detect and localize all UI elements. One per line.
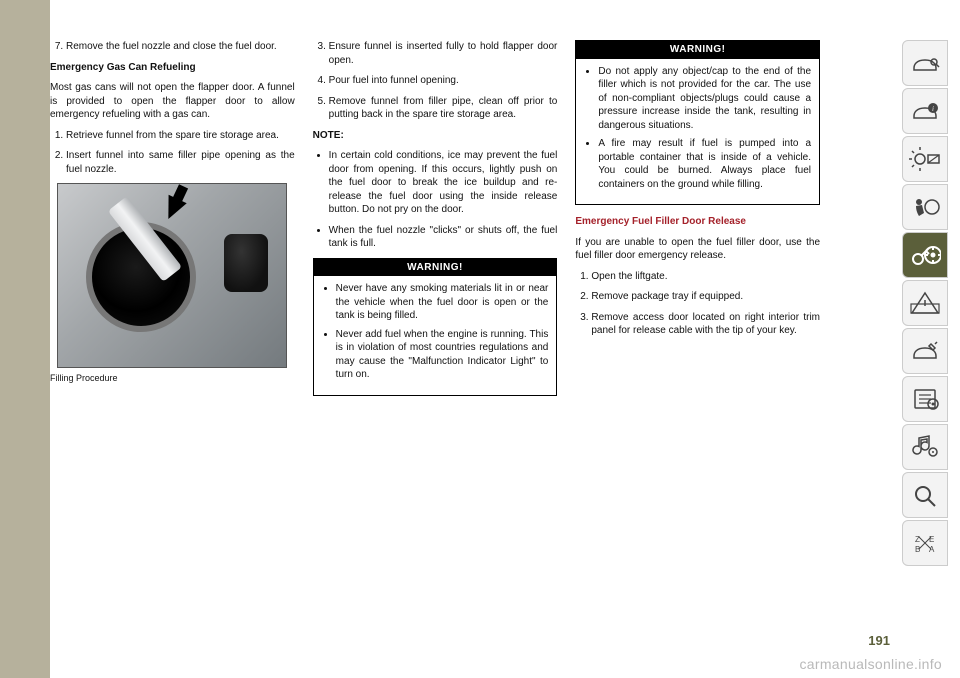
warning-body-1: Never have any smoking materials lit in … xyxy=(314,276,557,395)
section-head-emergency-release: Emergency Fuel Filler Door Release xyxy=(575,215,820,229)
column-2: Ensure funnel is inserted fully to hold … xyxy=(313,40,558,600)
tab-info-icon[interactable]: i xyxy=(902,88,948,134)
watermark-text: carmanualsonline.info xyxy=(800,656,943,672)
column-1: Remove the fuel nozzle and close the fue… xyxy=(50,40,295,600)
svg-text:B: B xyxy=(915,545,920,554)
para-gas-can: Most gas cans will not open the flapper … xyxy=(50,81,295,122)
section-tabs-sidebar: i ZBEA xyxy=(902,40,948,566)
warning2-bullet-2: A fire may result if fuel is pumped into… xyxy=(598,137,811,191)
warning1-bullet-1: Never have any smoking materials lit in … xyxy=(336,282,549,323)
note-bullet-2: When the fuel nozzle "clicks" or shuts o… xyxy=(329,224,558,251)
svg-text:Z: Z xyxy=(915,535,920,544)
tab-search-icon[interactable] xyxy=(902,472,948,518)
para-unable-open: If you are unable to open the fuel fille… xyxy=(575,236,820,263)
tab-media-icon[interactable] xyxy=(902,424,948,470)
filling-procedure-image xyxy=(57,183,287,368)
left-margin-strip xyxy=(0,0,50,678)
svg-text:i: i xyxy=(932,105,934,113)
warning2-bullet-1: Do not apply any object/cap to the end o… xyxy=(598,65,811,133)
image-caption: Filling Procedure xyxy=(50,372,295,384)
svg-text:A: A xyxy=(929,545,935,554)
warning-title-2: WARNING! xyxy=(576,41,819,59)
tab-airbag-icon[interactable] xyxy=(902,184,948,230)
release-step-3: Remove access door located on right inte… xyxy=(591,311,820,338)
page-number: 191 xyxy=(868,633,890,648)
text-columns: Remove the fuel nozzle and close the fue… xyxy=(50,40,820,600)
fuel-cap-graphic xyxy=(224,234,268,292)
column-3: WARNING! Do not apply any object/cap to … xyxy=(575,40,820,600)
step-2-insert-funnel: Insert funnel into same filler pipe open… xyxy=(66,149,295,176)
step-4-pour-fuel: Pour fuel into funnel opening. xyxy=(329,74,558,88)
warning-title-1: WARNING! xyxy=(314,259,557,277)
svg-text:E: E xyxy=(929,535,934,544)
subhead-emergency-refuel: Emergency Gas Can Refueling xyxy=(50,61,295,75)
note-bullet-1: In certain cold conditions, ice may prev… xyxy=(329,149,558,217)
release-step-1: Open the liftgate. xyxy=(591,270,820,284)
step-7: Remove the fuel nozzle and close the fue… xyxy=(66,40,295,54)
tab-key-icon[interactable] xyxy=(902,232,948,278)
release-step-2: Remove package tray if equipped. xyxy=(591,290,820,304)
step-1-retrieve-funnel: Retrieve funnel from the spare tire stor… xyxy=(66,129,295,143)
manual-page: Remove the fuel nozzle and close the fue… xyxy=(50,40,910,638)
tab-light-icon[interactable] xyxy=(902,136,948,182)
tab-index-icon[interactable]: ZBEA xyxy=(902,520,948,566)
tab-manual-icon[interactable] xyxy=(902,376,948,422)
warning-box-1: WARNING! Never have any smoking material… xyxy=(313,258,558,396)
tab-warning-icon[interactable] xyxy=(902,280,948,326)
tab-service-icon[interactable] xyxy=(902,328,948,374)
warning-body-2: Do not apply any object/cap to the end o… xyxy=(576,59,819,205)
warning1-bullet-2: Never add fuel when the engine is runnin… xyxy=(336,328,549,382)
tab-vehicle-icon[interactable] xyxy=(902,40,948,86)
step-5-remove-funnel: Remove funnel from filler pipe, clean of… xyxy=(329,95,558,122)
note-label: NOTE: xyxy=(313,129,558,143)
warning-box-2: WARNING! Do not apply any object/cap to … xyxy=(575,40,820,205)
arrow-graphic xyxy=(160,195,187,223)
step-3-ensure-funnel: Ensure funnel is inserted fully to hold … xyxy=(329,40,558,67)
